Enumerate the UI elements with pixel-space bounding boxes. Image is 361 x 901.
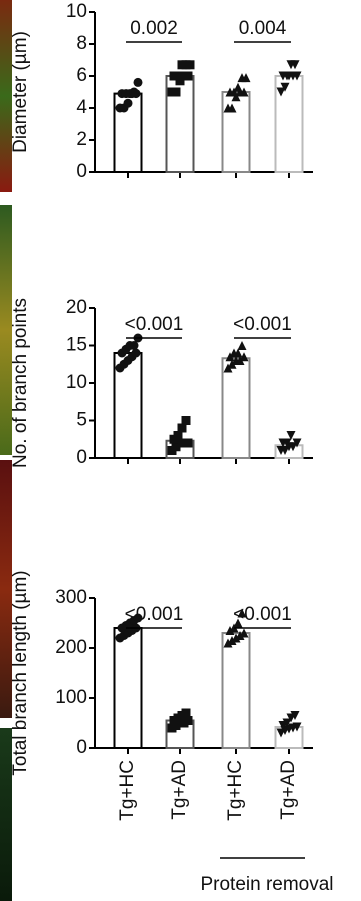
data-point [184,439,193,448]
group-label: Protein removal [200,874,333,895]
p-value: <0.001 [233,604,292,625]
y-tick-label: 10 [66,372,87,393]
bar [223,358,250,458]
x-tick-label: Tg+AD [278,760,299,820]
y-tick-label: 5 [76,410,87,431]
y-axis-label: No. of branch points [10,298,31,468]
data-point [238,341,247,350]
y-axis-label: Total branch length (µm) [10,570,31,775]
bar [223,633,250,748]
y-tick-label: 100 [55,687,87,708]
y-tick-label: 0 [76,737,87,758]
data-point [184,72,193,81]
data-point [134,78,143,87]
p-value: <0.001 [233,314,292,335]
x-tick-label: Tg+AD [169,760,190,820]
bar [115,628,142,748]
y-tick-label: 10 [66,1,87,22]
x-tick-label: Tg+HC [117,760,138,821]
data-point [174,72,183,81]
y-tick-label: 6 [76,65,87,86]
y-tick-label: 20 [66,297,87,318]
data-point [182,709,191,718]
p-value: <0.001 [125,604,184,625]
y-tick-label: 0 [76,447,87,468]
y-axis-label: Diameter (µm) [10,31,31,153]
data-point [172,88,181,97]
y-tick-label: 0 [76,161,87,182]
data-point [186,60,195,69]
y-tick-label: 2 [76,129,87,150]
data-point [234,83,243,92]
p-value: 0.002 [130,18,178,39]
x-tick-label: Tg+HC [225,760,246,821]
data-point [124,99,133,108]
y-tick-label: 4 [76,97,87,118]
y-tick-label: 15 [66,335,87,356]
y-tick-label: 8 [76,33,87,54]
data-point [130,88,139,97]
y-tick-label: 200 [55,637,87,658]
data-point [182,416,191,425]
p-value: <0.001 [125,314,184,335]
figure: Diameter (µm) 0 2 4 6 8 10 0.002 0.004 No. of bra… [0,0,361,901]
y-tick-label: 300 [55,587,87,608]
bar [223,92,250,172]
p-value: 0.004 [239,18,287,39]
